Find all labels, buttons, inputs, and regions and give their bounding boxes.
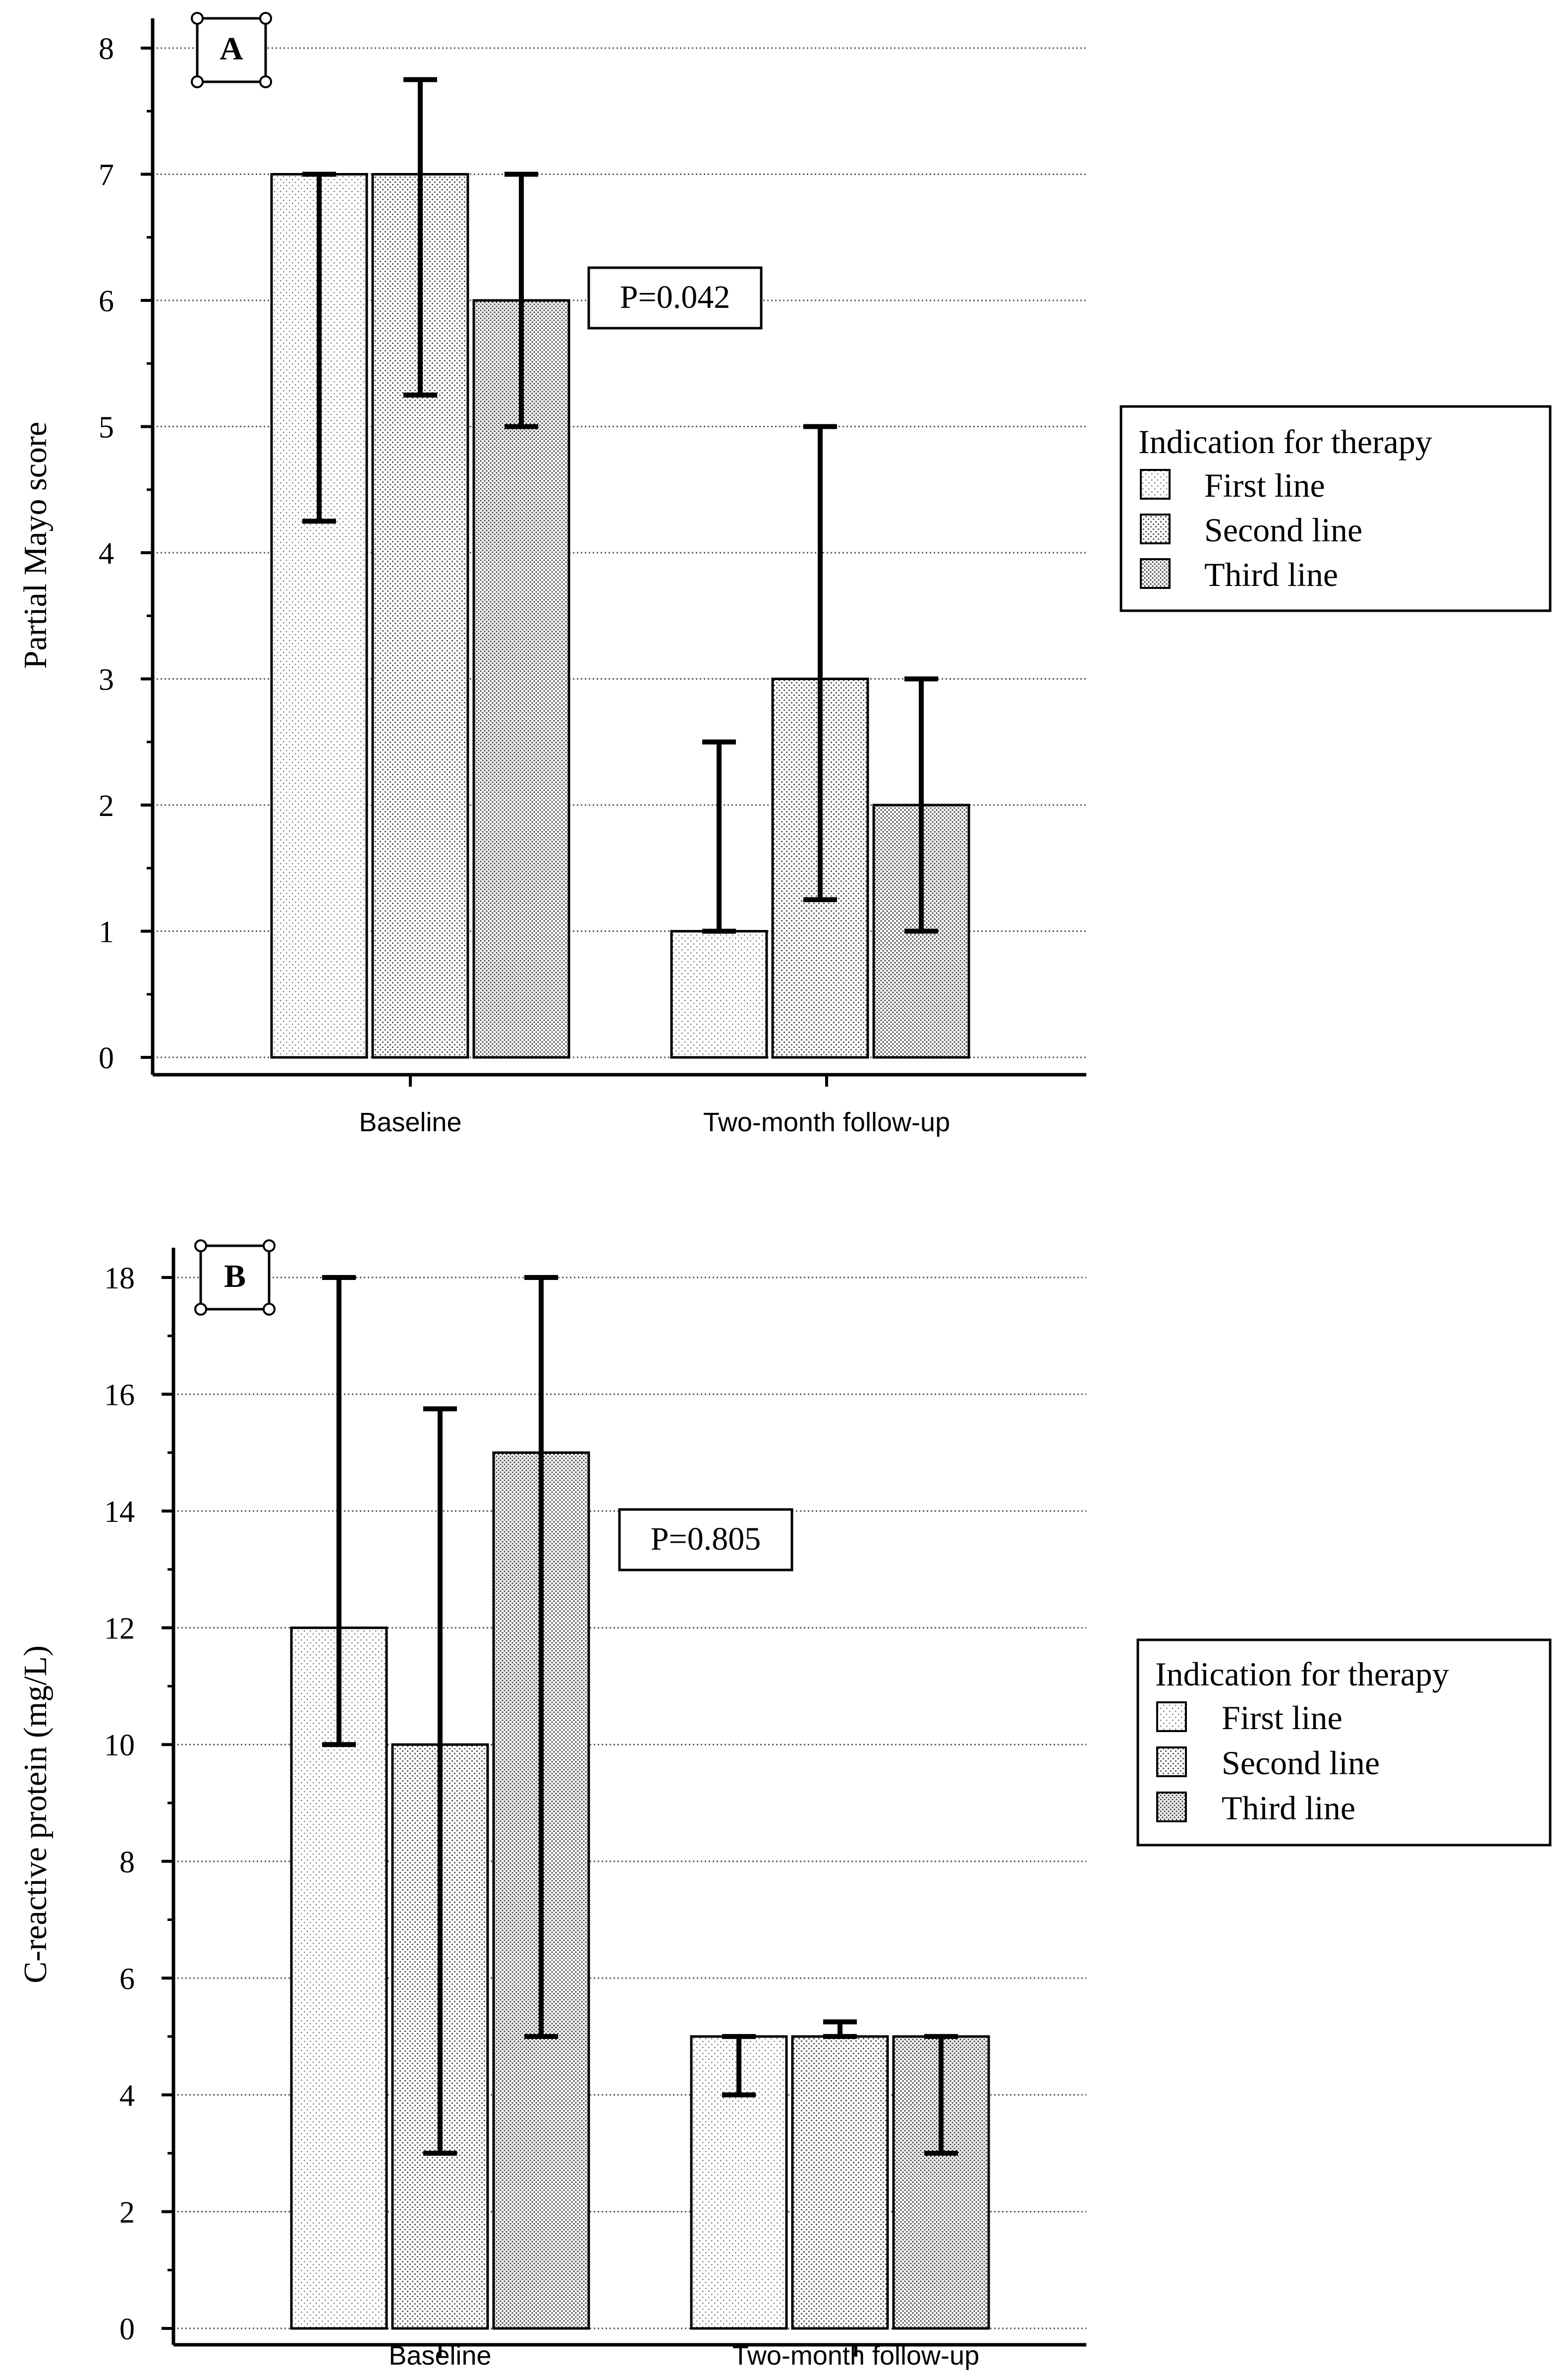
legend-title: Indication for therapy	[1138, 423, 1432, 461]
legend-item-first-line: First line	[1204, 466, 1325, 504]
p-value-annotation: P=0.042	[587, 266, 763, 330]
y-tick-label: 8	[99, 32, 114, 66]
y-tick-label: 16	[104, 1379, 135, 1412]
y-tick-label: 4	[119, 2079, 135, 2113]
y-tick-label: 18	[104, 1262, 135, 1295]
error-bars	[302, 77, 938, 934]
y-tick-label: 14	[104, 1495, 135, 1529]
legend-swatch-third-line	[1140, 558, 1171, 589]
legend-item-first-line: First line	[1222, 1699, 1343, 1737]
legend-item-third-line: Third line	[1204, 556, 1338, 593]
legend-swatch-third-line	[1156, 1792, 1187, 1822]
legend: Indication for therapy First line Second…	[1120, 405, 1552, 612]
legend-item-second-line: Second line	[1222, 1744, 1380, 1782]
y-tick-label: 3	[99, 663, 114, 697]
legend-swatch-second-line	[1140, 514, 1171, 544]
y-tick-label: 6	[119, 1962, 135, 1996]
y-tick-label: 5	[99, 411, 114, 445]
panel-label: B	[224, 1258, 246, 1294]
y-tick-label: 6	[99, 285, 114, 318]
legend-item-third-line: Third line	[1222, 1789, 1355, 1827]
bars	[290, 1451, 990, 2330]
x-category-label: Baseline	[359, 1107, 461, 1137]
y-tick-label: 2	[99, 789, 114, 823]
y-tick-label: 0	[119, 2313, 135, 2346]
y-axis-title: C-reactive protein (mg/L)	[17, 1645, 54, 1983]
panel-label-box: B	[194, 1239, 276, 1316]
p-value-text: P=0.805	[651, 1521, 761, 1557]
y-tick-label: 2	[119, 2196, 135, 2229]
y-tick-label: 10	[104, 1729, 135, 1762]
error-bars	[322, 1275, 958, 2156]
bar-two-month-follow-up-second-line	[791, 2035, 889, 2330]
y-tick-label: 7	[99, 159, 114, 192]
y-tick-label: 8	[119, 1846, 135, 1879]
legend-swatch-second-line	[1156, 1746, 1187, 1777]
legend: Indication for therapy First line Second…	[1136, 1638, 1552, 1847]
y-tick-label: 4	[99, 537, 114, 571]
y-tick-label: 0	[99, 1042, 114, 1075]
y-axis-title: Partial Mayo score	[17, 422, 54, 669]
bar-two-month-follow-up-first-line	[670, 930, 768, 1059]
legend-swatch-first-line	[1156, 1701, 1187, 1732]
panel-label: A	[220, 31, 243, 67]
panel-a: 0 1 2 3 4 5 6 7 8 Baseline Two-month follow-up A P…	[17, 12, 1552, 1137]
legend-title: Indication for therapy	[1155, 1655, 1449, 1693]
legend-swatch-first-line	[1140, 469, 1171, 500]
y-tick-label: 12	[104, 1612, 135, 1646]
panel-label-box: A	[191, 12, 272, 88]
p-value-text: P=0.042	[620, 279, 730, 315]
legend-item-second-line: Second line	[1204, 511, 1362, 549]
p-value-annotation: P=0.805	[618, 1508, 793, 1571]
axes: 0 1 2 3 4 5 6 7 8 Baseline Two-month follow-up	[99, 18, 1086, 1137]
y-tick-label: 1	[99, 916, 114, 949]
x-category-label: Two-month follow-up	[703, 1107, 950, 1137]
